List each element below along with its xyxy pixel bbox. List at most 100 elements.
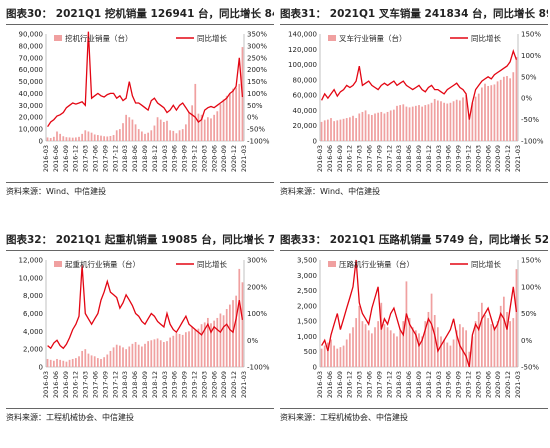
bar xyxy=(93,134,96,141)
legend-bar-label: 压路机行业销量（台） xyxy=(339,259,414,269)
y-tick-left: 2,000 xyxy=(23,346,43,354)
y-tick-left: 1,500 xyxy=(297,318,317,326)
bar xyxy=(137,344,140,367)
bar xyxy=(128,346,131,367)
bar xyxy=(358,305,361,367)
bar xyxy=(81,350,84,367)
bar xyxy=(348,333,351,367)
y-tick-left: 1,000 xyxy=(297,333,317,341)
bar xyxy=(84,349,87,367)
bar xyxy=(502,76,505,141)
bar xyxy=(323,120,326,141)
y-tick-left: 120,000 xyxy=(288,46,317,54)
x-tick: 2016-09 xyxy=(336,371,344,398)
x-tick: 2020-06 xyxy=(484,145,492,172)
bar xyxy=(374,327,376,367)
x-tick: 2019-06 xyxy=(171,371,179,398)
x-tick: 2019-03 xyxy=(161,145,169,172)
yoy-line xyxy=(321,259,518,368)
bar xyxy=(150,130,153,141)
x-tick: 2017-06 xyxy=(366,145,374,172)
y-tick-right: 0% xyxy=(247,337,258,345)
x-tick: 2018-06 xyxy=(131,145,139,172)
bar xyxy=(216,317,219,367)
bar xyxy=(364,110,367,141)
bar xyxy=(436,327,439,367)
x-tick: 2016-03 xyxy=(42,371,50,398)
bar xyxy=(172,335,175,367)
bar xyxy=(56,131,58,141)
bar xyxy=(455,99,458,141)
chart-source: 资料来源：工程机械协会、中信建投 xyxy=(6,408,274,423)
x-tick: 2018-06 xyxy=(131,371,139,398)
legend-bar-swatch xyxy=(54,35,62,41)
bar xyxy=(166,120,168,141)
x-tick: 2017-12 xyxy=(385,371,393,398)
bar xyxy=(496,321,499,367)
x-tick: 2019-09 xyxy=(181,145,189,172)
x-tick: 2017-12 xyxy=(385,145,393,172)
bar xyxy=(103,357,106,367)
bar xyxy=(203,322,206,367)
y-tick-left: 90,000 xyxy=(19,31,44,39)
bar xyxy=(106,354,109,367)
bar xyxy=(421,336,424,367)
y-tick-right: 300% xyxy=(247,257,267,265)
bar xyxy=(361,111,364,141)
bar xyxy=(59,133,62,141)
x-tick: 2016-09 xyxy=(62,371,70,398)
bar xyxy=(74,137,77,141)
x-tick: 2018-06 xyxy=(405,145,413,172)
bar xyxy=(443,102,446,141)
x-tick: 2019-12 xyxy=(465,371,473,398)
y-tick-left: 3,500 xyxy=(297,257,317,265)
bar xyxy=(210,118,212,141)
bar xyxy=(452,339,455,367)
bar xyxy=(386,327,389,367)
x-tick: 2017-03 xyxy=(82,371,90,398)
x-tick: 2021-03 xyxy=(240,371,248,398)
chart-panel-30: 图表30： 2021Q1 挖机销量 126941 台，同比增长 84.96% 0… xyxy=(6,4,274,202)
bar xyxy=(339,119,342,141)
y-tick-right: -100% xyxy=(247,364,270,372)
chart-panel-33: 图表33： 2021Q1 压路机销量 5749 台，同比增长 52.74% 0 5… xyxy=(280,230,548,428)
bar xyxy=(74,358,77,367)
x-tick: 2018-03 xyxy=(121,145,129,172)
bar xyxy=(156,117,159,141)
bar xyxy=(458,100,461,141)
chart-source: 资料来源：Wind、中信建投 xyxy=(6,182,274,197)
bar xyxy=(118,129,121,141)
bar xyxy=(112,347,115,367)
bar xyxy=(115,344,118,367)
bar xyxy=(235,295,238,367)
x-tick: 2020-12 xyxy=(230,371,238,398)
bar xyxy=(175,133,178,141)
y-tick-right: 50% xyxy=(521,310,537,318)
bar xyxy=(238,83,241,141)
legend-line-label: 同比增长 xyxy=(197,259,227,269)
legend-bar-swatch xyxy=(328,261,336,267)
bar xyxy=(402,321,405,367)
bar xyxy=(52,136,55,141)
bar xyxy=(408,107,411,141)
bar xyxy=(515,56,518,141)
y-tick-left: 60,000 xyxy=(19,66,44,74)
bar xyxy=(100,358,102,367)
bar xyxy=(222,315,225,367)
bar xyxy=(81,133,84,141)
x-tick: 2021-03 xyxy=(240,145,248,172)
bar xyxy=(191,326,194,367)
bar xyxy=(125,349,128,367)
y-tick-right: 0% xyxy=(247,114,258,122)
x-tick: 2020-12 xyxy=(504,145,512,172)
bar xyxy=(65,137,68,141)
bar xyxy=(493,84,496,141)
bar xyxy=(477,311,480,367)
bar xyxy=(228,93,231,141)
bar xyxy=(194,83,197,141)
x-tick: 2018-03 xyxy=(395,371,403,398)
y-tick-right: 150% xyxy=(521,31,541,39)
x-tick: 2019-06 xyxy=(445,145,453,172)
x-tick: 2016-12 xyxy=(72,371,80,398)
bar xyxy=(65,361,68,367)
